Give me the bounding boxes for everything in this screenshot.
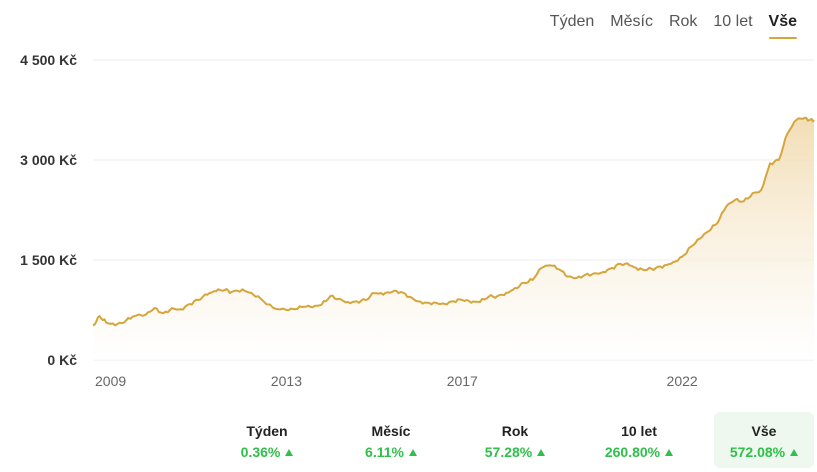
performance-label: Rok [501,423,529,439]
performance-mesic[interactable]: Měsíc 6.11% [341,412,441,468]
performance-rok[interactable]: Rok 57.28% [465,412,565,468]
up-arrow-icon [537,449,546,456]
performance-10-let[interactable]: 10 let 260.80% [589,412,689,468]
price-line [92,116,815,327]
up-arrow-icon [408,449,417,456]
y-tick-label: 3 000 Kč [20,152,77,168]
performance-value: 57.28% [465,444,565,460]
tab-tyden[interactable]: Týden [549,13,595,30]
tab-vse[interactable]: Vše [761,12,805,39]
tab-rok[interactable]: Rok [668,13,698,30]
price-chart: 0 Kč 1 500 Kč 3 000 Kč 4 500 Kč 2009 2013 201… [20,52,815,389]
performance-summary: Týden 0.36% Měsíc 6.11% Rok 57.28% 10 le… [0,412,817,468]
performance-value: 572.08% [714,444,814,460]
performance-label: Měsíc [371,423,411,439]
tab-mesic[interactable]: Měsíc [610,13,653,30]
performance-label: 10 let [621,423,657,439]
tab-10-let[interactable]: 10 let [713,13,753,30]
performance-tyden[interactable]: Týden 0.36% [217,412,317,468]
performance-value: 260.80% [589,444,689,460]
x-tick-label: 2017 [447,373,478,389]
up-arrow-icon [790,449,799,456]
x-tick-label: 2022 [667,373,698,389]
performance-value: 6.11% [341,444,441,460]
performance-label: Vše [751,423,777,439]
y-axis-labels: 0 Kč 1 500 Kč 3 000 Kč 4 500 Kč [20,52,77,368]
x-tick-label: 2013 [271,373,302,389]
period-tabs: Týden Měsíc Rok 10 let Vše [542,12,805,39]
x-tick-label: 2009 [95,373,126,389]
performance-vse[interactable]: Vše 572.08% [714,412,814,468]
y-tick-label: 0 Kč [47,352,77,368]
performance-value: 0.36% [217,444,317,460]
price-area [93,117,814,360]
performance-label: Týden [246,423,288,439]
up-arrow-icon [665,449,674,456]
y-tick-label: 1 500 Kč [20,252,77,268]
x-axis-labels: 2009 2013 2017 2022 [95,373,698,389]
y-tick-label: 4 500 Kč [20,52,77,68]
up-arrow-icon [285,449,294,456]
